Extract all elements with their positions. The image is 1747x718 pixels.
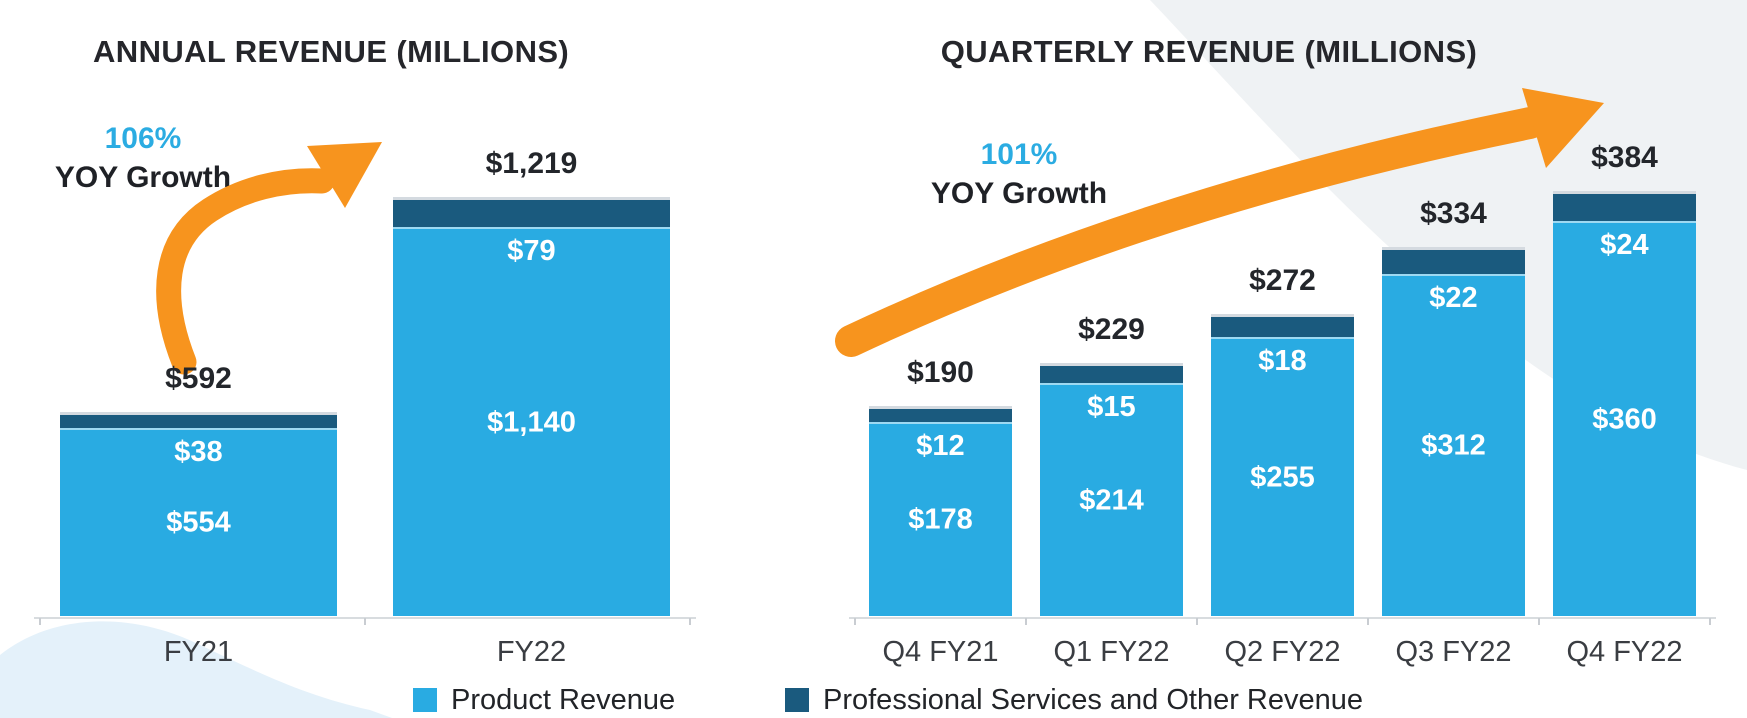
professional-services-swatch-icon	[785, 688, 809, 712]
total-label: $384	[1591, 141, 1658, 174]
product-segment: $24 $360	[1553, 221, 1696, 616]
legend-label: Professional Services and Other Revenue	[823, 684, 1364, 716]
axis-tick	[689, 618, 691, 625]
total-label: $229	[1078, 313, 1145, 346]
services-segment-label: $22	[1429, 282, 1478, 314]
services-segment	[869, 409, 1012, 422]
services-segment	[1382, 250, 1525, 274]
legend-item-professional-services: Professional Services and Other Revenue	[785, 684, 1364, 716]
x-axis-label-fy21: FY21	[163, 636, 234, 668]
services-segment-label: $18	[1258, 345, 1307, 377]
product-segment: $12 $178	[869, 422, 1012, 616]
x-axis-label-q2-fy22: Q2 FY22	[1224, 636, 1341, 668]
axis-tick	[854, 618, 856, 625]
annual-chart-title: ANNUAL REVENUE (MILLIONS)	[93, 34, 570, 69]
bar-q1-fy22: $15 $214	[1040, 363, 1183, 616]
bar-q2-fy22: $18 $255	[1211, 314, 1354, 616]
axis-tick	[1025, 618, 1027, 625]
legend-label: Product Revenue	[451, 684, 676, 716]
quarterly-growth-annotation: 101% YOY Growth	[916, 134, 1122, 212]
product-segment-label: $178	[908, 503, 973, 536]
product-segment-label: $360	[1592, 403, 1657, 435]
quarterly-growth-percent: 101%	[980, 138, 1058, 171]
product-segment-label: $312	[1421, 429, 1486, 462]
total-label: $592	[165, 362, 232, 395]
product-segment: $38 $554	[60, 428, 337, 616]
services-segment-label: $15	[1087, 391, 1136, 423]
x-axis-label-q4-fy21: Q4 FY21	[882, 636, 999, 668]
services-segment-label: $24	[1600, 229, 1649, 261]
x-axis-label-q3-fy22: Q3 FY22	[1395, 636, 1512, 668]
bar-fy21: $38 $554	[60, 412, 337, 616]
services-segment-label: $79	[507, 235, 556, 267]
annual-growth-percent: 106%	[104, 122, 182, 155]
bar-fy22: $79 $1,140	[393, 197, 670, 616]
product-segment-label: $1,140	[487, 406, 576, 438]
x-axis-line	[849, 617, 1716, 619]
product-segment: $15 $214	[1040, 383, 1183, 616]
services-segment	[1553, 194, 1696, 221]
total-label: $334	[1420, 197, 1487, 230]
annual-growth-label: YOY Growth	[54, 161, 232, 194]
legend-item-product-revenue: Product Revenue	[413, 684, 676, 716]
quarterly-growth-label: YOY Growth	[930, 177, 1108, 210]
axis-tick	[1709, 618, 1711, 625]
services-segment	[393, 200, 670, 227]
total-label: $1,219	[485, 147, 578, 180]
services-segment-label: $12	[916, 430, 965, 462]
x-axis-label-q4-fy22: Q4 FY22	[1566, 636, 1683, 668]
axis-tick	[364, 618, 366, 625]
product-segment: $22 $312	[1382, 274, 1525, 616]
quarterly-chart-title: QUARTERLY REVENUE (MILLIONS)	[940, 34, 1478, 69]
bar-q4-fy22: $24 $360	[1553, 191, 1696, 616]
product-segment: $79 $1,140	[393, 227, 670, 616]
product-segment-label: $214	[1079, 484, 1144, 516]
services-segment	[1211, 317, 1354, 337]
services-segment-label: $38	[174, 436, 223, 468]
total-label: $190	[907, 356, 974, 389]
axis-tick	[1367, 618, 1369, 625]
services-segment	[60, 415, 337, 428]
x-axis-label-q1-fy22: Q1 FY22	[1053, 636, 1170, 668]
product-segment-label: $554	[166, 506, 231, 539]
axis-tick	[1196, 618, 1198, 625]
product-revenue-swatch-icon	[413, 688, 437, 712]
annual-growth-annotation: 106% YOY Growth	[40, 118, 246, 196]
bar-q4-fy21: $12 $178	[869, 406, 1012, 616]
services-segment	[1040, 366, 1183, 383]
bar-q3-fy22: $22 $312	[1382, 247, 1525, 616]
axis-tick	[1538, 618, 1540, 625]
x-axis-label-fy22: FY22	[496, 636, 567, 668]
axis-tick	[39, 618, 41, 625]
product-segment: $18 $255	[1211, 337, 1354, 616]
product-segment-label: $255	[1250, 461, 1315, 493]
total-label: $272	[1249, 264, 1316, 297]
